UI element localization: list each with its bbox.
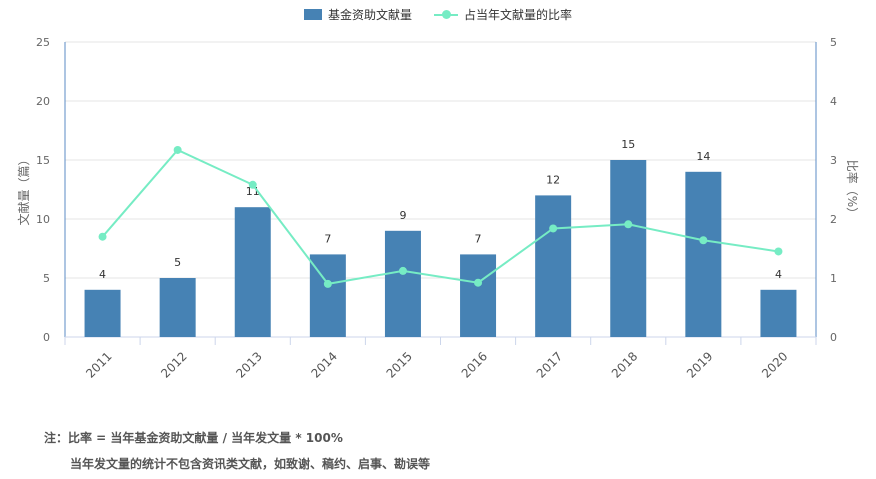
y2-tick-label: 5: [830, 36, 837, 49]
x-tick-label: 2014: [308, 349, 339, 380]
ratio-point: [549, 224, 558, 233]
bar: [84, 289, 121, 337]
bar-data-label: 4: [775, 268, 782, 281]
y-tick-label: 0: [43, 331, 50, 344]
bar-data-label: 7: [475, 232, 482, 245]
x-tick-label: 2019: [684, 349, 715, 380]
ratio-point: [248, 180, 257, 189]
ratio-point: [173, 145, 182, 154]
ratio-point: [398, 266, 407, 275]
legend-item-line[interactable]: 占当年文献量的比率: [434, 6, 572, 23]
x-tick-label: 2012: [158, 349, 189, 380]
bar-data-label: 9: [399, 209, 406, 222]
chart-note: 注：比率 = 当年基金资助文献量 / 当年发文量 * 100% 当年发文量的统计…: [44, 425, 430, 477]
legend-line-label: 占当年文献量的比率: [464, 8, 573, 22]
bar: [535, 195, 572, 337]
ratio-line: [101, 148, 779, 285]
x-tick-label: 2015: [384, 349, 415, 380]
ratio-point: [98, 232, 107, 241]
bar-data-label: 15: [621, 138, 635, 151]
bar: [760, 289, 797, 337]
bar: [460, 254, 497, 337]
note-line-2: 当年发文量的统计不包含资讯类文献，如致谢、稿约、启事、勘误等: [70, 457, 431, 471]
bar-data-label: 4: [99, 268, 106, 281]
x-tick-label: 2011: [83, 349, 114, 380]
legend-line-swatch: [434, 9, 458, 20]
bar: [234, 207, 271, 337]
legend-bar-swatch: [303, 9, 322, 20]
bar-data-label: 5: [174, 256, 181, 269]
y-tick-label: 5: [43, 272, 50, 285]
x-tick-label: 2020: [759, 349, 790, 380]
ratio-point: [699, 236, 708, 245]
ratio-point: [474, 278, 483, 287]
y2-tick-label: 3: [830, 154, 837, 167]
bar: [159, 278, 196, 337]
y2-tick-label: 0: [830, 331, 837, 344]
bar: [384, 230, 421, 337]
x-tick-label: 2017: [534, 349, 565, 380]
x-tick-label: 2013: [233, 349, 264, 380]
y2-tick-label: 4: [830, 95, 837, 108]
chart-legend: 基金资助文献量 占当年文献量的比率: [0, 6, 876, 23]
ratio-point: [323, 279, 332, 288]
y2-axis-title: 比率（%）: [845, 160, 860, 219]
legend-bar-label: 基金资助文献量: [327, 8, 412, 22]
ratio-point: [624, 220, 633, 229]
y-tick-label: 15: [36, 154, 50, 167]
bar-data-label: 14: [696, 150, 710, 163]
note-line-1: 注：比率 = 当年基金资助文献量 / 当年发文量 * 100%: [44, 431, 343, 445]
legend-item-bar[interactable]: 基金资助文献量: [303, 6, 412, 23]
y2-tick-label: 2: [830, 213, 837, 226]
bar-data-label: 7: [324, 232, 331, 245]
y2-tick-label: 1: [830, 272, 837, 285]
y-tick-label: 25: [36, 36, 50, 49]
ratio-point: [774, 247, 783, 256]
y-tick-label: 10: [36, 213, 50, 226]
x-tick-label: 2018: [609, 349, 640, 380]
y-axis-title: 文献量（篇）: [16, 153, 31, 225]
bar-data-label: 12: [546, 173, 560, 186]
bar: [685, 171, 722, 337]
x-tick-label: 2016: [459, 349, 490, 380]
y-tick-label: 20: [36, 95, 50, 108]
bar: [610, 160, 647, 337]
